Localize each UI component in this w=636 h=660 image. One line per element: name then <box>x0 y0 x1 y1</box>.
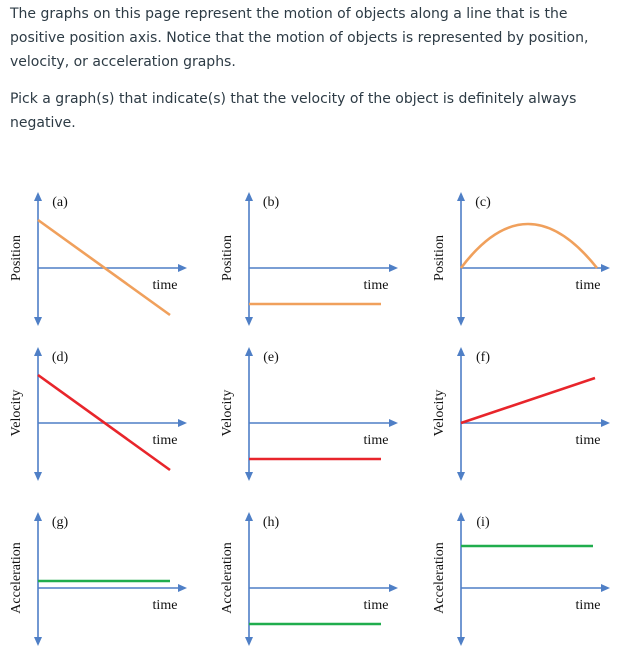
time-axis-label: time <box>576 278 601 293</box>
graph-label: (f) <box>476 350 490 365</box>
y-axis-arrow-up <box>245 192 253 201</box>
time-axis-arrow <box>601 264 610 272</box>
graph-c-curve <box>459 222 599 269</box>
time-axis-arrow <box>389 419 398 427</box>
y-axis-arrow-down <box>457 472 465 481</box>
graph-f-svg: (f) time Velocity <box>432 347 610 481</box>
y-axis-label: Position <box>220 235 235 281</box>
time-axis-label: time <box>153 433 178 448</box>
time-axis-arrow <box>178 419 187 427</box>
graph-d-curve <box>37 373 171 472</box>
time-axis-arrow <box>389 264 398 272</box>
y-axis-label: Position <box>9 235 24 281</box>
time-axis-arrow <box>178 264 187 272</box>
y-axis-label: Position <box>432 235 447 281</box>
graph-c: (c) time Position <box>431 190 631 340</box>
graph-e-svg: (e) time Velocity <box>220 347 398 481</box>
y-axis-arrow-down <box>245 472 253 481</box>
graph-label: (e) <box>263 350 279 365</box>
y-axis-arrow-up <box>457 347 465 356</box>
time-axis-label: time <box>364 433 389 448</box>
graph-h: (h) time Acceleration <box>219 510 419 660</box>
graph-f: (f) time Velocity <box>431 345 631 495</box>
time-axis-label: time <box>153 278 178 293</box>
time-axis-label: time <box>364 278 389 293</box>
graph-label: (g) <box>52 515 69 530</box>
y-axis-arrow-down <box>457 637 465 646</box>
graph-h-svg: (h) time Acceleration <box>220 512 398 646</box>
time-axis-label: time <box>576 598 601 613</box>
y-axis-label: Velocity <box>220 390 235 437</box>
graph-a: (a) time Position <box>8 190 208 340</box>
y-axis-arrow-up <box>457 512 465 521</box>
y-axis-arrow-up <box>34 512 42 521</box>
graph-e: (e) time Velocity <box>219 345 419 495</box>
time-axis-arrow <box>178 584 187 592</box>
graph-a-curve <box>37 218 171 317</box>
y-axis-arrow-up <box>34 347 42 356</box>
graph-i-svg: (i) time Acceleration <box>432 512 610 646</box>
time-axis-arrow <box>389 584 398 592</box>
y-axis-arrow-up <box>245 347 253 356</box>
graph-c-svg: (c) time Position <box>432 192 610 326</box>
y-axis-arrow-up <box>457 192 465 201</box>
graph-label: (b) <box>263 195 280 210</box>
graph-label: (d) <box>52 350 69 365</box>
graph-label: (h) <box>263 515 280 530</box>
time-axis-label: time <box>153 598 178 613</box>
y-axis-arrow-down <box>245 317 253 326</box>
time-axis-arrow <box>601 584 610 592</box>
graph-b: (b) time Position <box>219 190 419 340</box>
question-text: Pick a graph(s) that indicate(s) that th… <box>10 91 577 131</box>
y-axis-label: Acceleration <box>220 542 235 614</box>
graph-label: (i) <box>476 515 490 530</box>
graph-a-svg: (a) time Position <box>9 192 187 326</box>
y-axis-label: Velocity <box>432 390 447 437</box>
y-axis-arrow-up <box>245 512 253 521</box>
y-axis-arrow-down <box>457 317 465 326</box>
y-axis-arrow-down <box>245 637 253 646</box>
graph-label: (a) <box>52 195 68 210</box>
graph-g: (g) time Acceleration <box>8 510 208 660</box>
time-axis-label: time <box>364 598 389 613</box>
graph-label: (c) <box>475 195 491 210</box>
y-axis-arrow-down <box>34 472 42 481</box>
time-axis-label: time <box>576 433 601 448</box>
graph-b-svg: (b) time Position <box>220 192 398 326</box>
intro-text: The graphs on this page represent the mo… <box>10 6 589 70</box>
graph-g-svg: (g) time Acceleration <box>9 512 187 646</box>
time-axis-arrow <box>601 419 610 427</box>
y-axis-label: Acceleration <box>9 542 24 614</box>
graph-d: (d) time Velocity <box>8 345 208 495</box>
y-axis-label: Acceleration <box>432 542 447 614</box>
graph-f-curve <box>460 376 596 425</box>
y-axis-arrow-down <box>34 637 42 646</box>
y-axis-label: Velocity <box>9 390 24 437</box>
y-axis-arrow-up <box>34 192 42 201</box>
y-axis-arrow-down <box>34 317 42 326</box>
graph-i: (i) time Acceleration <box>431 510 631 660</box>
graph-d-svg: (d) time Velocity <box>9 347 187 481</box>
